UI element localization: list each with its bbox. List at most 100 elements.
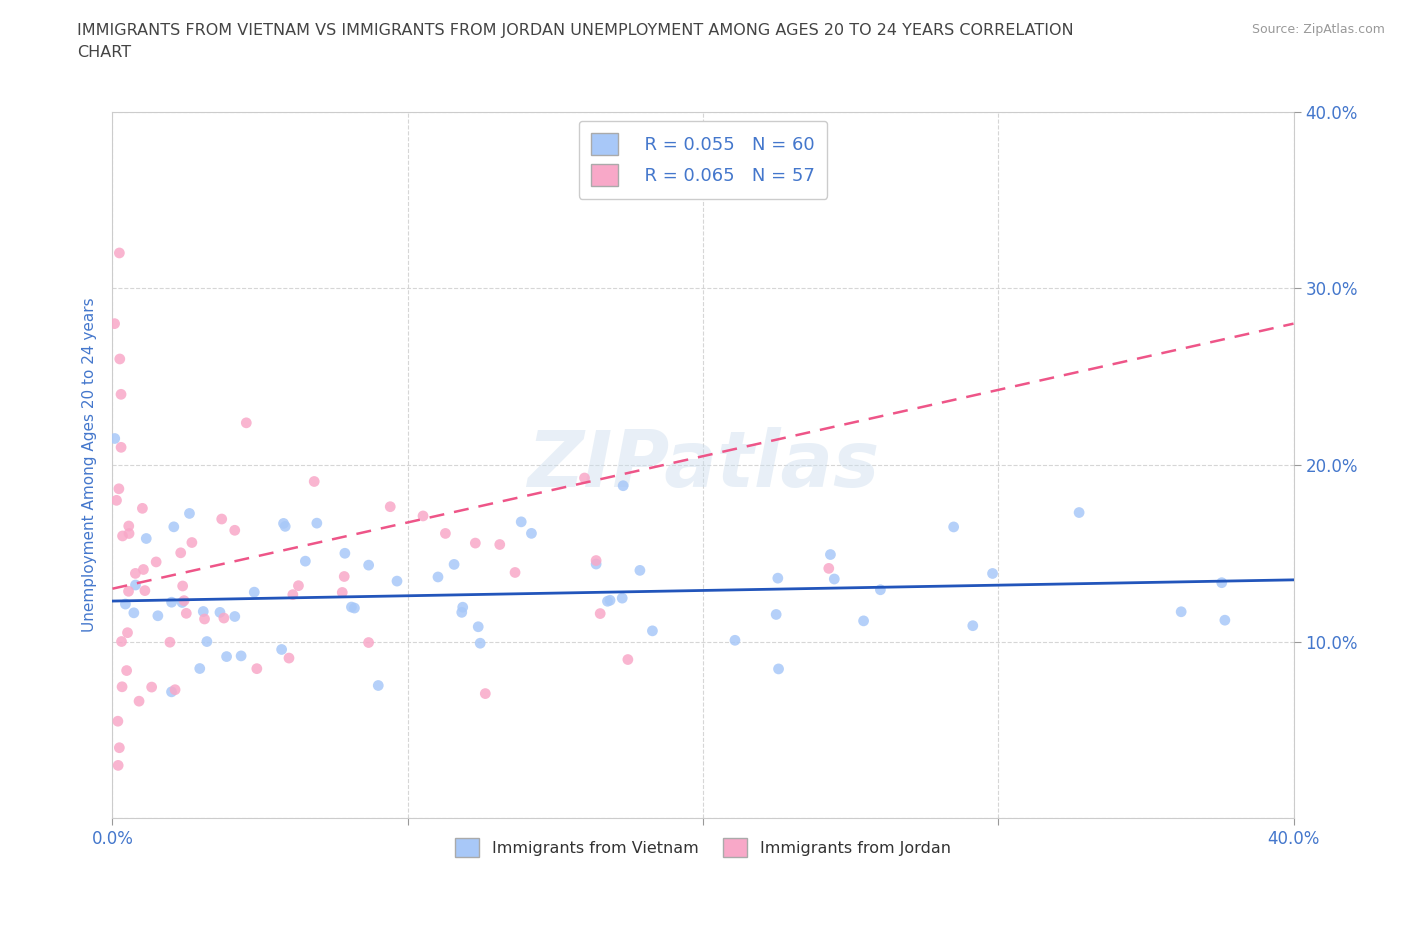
Point: [294, 553, 316, 568]
Point: [367, 678, 389, 693]
Point: [172, 578, 194, 593]
Point: [135, 531, 157, 546]
Point: [628, 563, 651, 578]
Point: [118, 519, 141, 534]
Point: [333, 569, 356, 584]
Point: [343, 601, 366, 616]
Point: [1213, 613, 1236, 628]
Point: [330, 585, 353, 600]
Point: [724, 632, 747, 647]
Point: [503, 565, 526, 580]
Point: [1170, 604, 1192, 619]
Point: [765, 607, 787, 622]
Legend: Immigrants from Vietnam, Immigrants from Jordan: Immigrants from Vietnam, Immigrants from…: [449, 831, 957, 863]
Point: [585, 553, 607, 568]
Point: [1069, 505, 1091, 520]
Point: [574, 471, 596, 485]
Point: [111, 679, 134, 694]
Text: ZIPatlas: ZIPatlas: [527, 427, 879, 503]
Point: [124, 578, 146, 592]
Point: [278, 651, 301, 666]
Point: [134, 583, 156, 598]
Point: [246, 661, 269, 676]
Point: [962, 618, 984, 633]
Point: [357, 558, 380, 573]
Point: [380, 499, 402, 514]
Point: [188, 661, 211, 676]
Point: [108, 740, 131, 755]
Point: [474, 686, 496, 701]
Point: [212, 611, 235, 626]
Point: [229, 648, 252, 663]
Point: [160, 595, 183, 610]
Point: [146, 608, 169, 623]
Point: [274, 519, 297, 534]
Point: [434, 526, 457, 541]
Point: [589, 606, 612, 621]
Point: [117, 584, 139, 599]
Point: [114, 597, 136, 612]
Point: [107, 758, 129, 773]
Point: [128, 694, 150, 709]
Point: [132, 562, 155, 577]
Point: [302, 474, 325, 489]
Point: [193, 604, 215, 619]
Point: [165, 683, 187, 698]
Point: [180, 535, 202, 550]
Point: [163, 519, 186, 534]
Point: [981, 566, 1004, 581]
Point: [111, 528, 134, 543]
Point: [599, 592, 621, 607]
Point: [110, 387, 132, 402]
Point: [131, 501, 153, 516]
Point: [823, 572, 845, 587]
Point: [193, 612, 215, 627]
Point: [852, 614, 875, 629]
Point: [243, 585, 266, 600]
Point: [942, 520, 965, 535]
Point: [235, 416, 257, 431]
Point: [173, 593, 195, 608]
Point: [110, 634, 132, 649]
Point: [115, 663, 138, 678]
Point: [451, 600, 474, 615]
Point: [172, 595, 194, 610]
Point: [768, 661, 790, 676]
Point: [1211, 576, 1233, 591]
Point: [305, 516, 328, 531]
Point: [108, 246, 131, 260]
Point: [211, 512, 233, 526]
Point: [117, 625, 139, 640]
Point: [110, 440, 132, 455]
Point: [159, 635, 181, 650]
Point: [215, 649, 238, 664]
Point: [820, 547, 842, 562]
Point: [224, 523, 246, 538]
Point: [122, 605, 145, 620]
Point: [617, 652, 640, 667]
Point: [160, 684, 183, 699]
Point: [766, 571, 789, 586]
Point: [585, 557, 607, 572]
Point: [596, 594, 619, 609]
Point: [427, 569, 450, 584]
Point: [108, 482, 131, 497]
Point: [612, 591, 634, 605]
Point: [520, 526, 543, 541]
Point: [176, 605, 198, 620]
Point: [195, 634, 218, 649]
Point: [104, 432, 127, 446]
Point: [105, 493, 128, 508]
Point: [450, 604, 472, 619]
Point: [488, 537, 510, 551]
Point: [179, 506, 201, 521]
Point: [510, 514, 533, 529]
Point: [287, 578, 309, 593]
Point: [141, 680, 163, 695]
Point: [118, 526, 141, 541]
Point: [270, 642, 292, 657]
Text: IMMIGRANTS FROM VIETNAM VS IMMIGRANTS FROM JORDAN UNEMPLOYMENT AMONG AGES 20 TO : IMMIGRANTS FROM VIETNAM VS IMMIGRANTS FR…: [77, 23, 1074, 38]
Point: [273, 516, 295, 531]
Point: [108, 352, 131, 366]
Point: [443, 557, 465, 572]
